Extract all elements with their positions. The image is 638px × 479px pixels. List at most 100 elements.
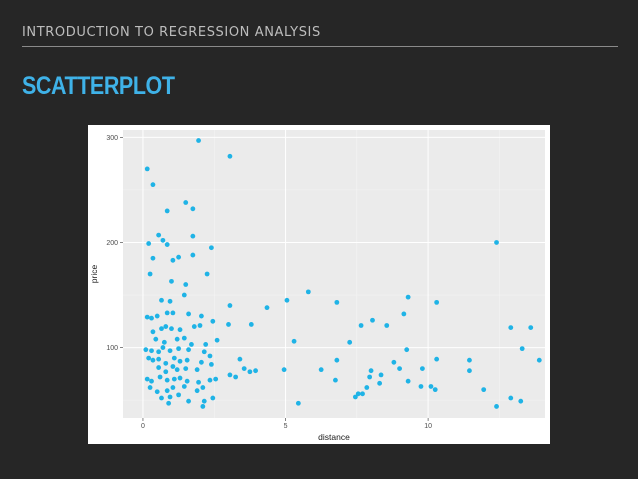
data-point — [405, 294, 411, 300]
data-point — [167, 348, 173, 354]
data-point — [226, 322, 231, 327]
data-point — [150, 329, 156, 335]
data-point — [164, 310, 170, 316]
data-point — [149, 348, 154, 354]
data-point — [183, 282, 189, 287]
data-point — [170, 385, 176, 390]
data-point — [164, 377, 170, 383]
data-point — [467, 357, 472, 363]
data-point — [149, 315, 154, 321]
data-point — [360, 391, 365, 397]
data-point — [419, 366, 425, 371]
data-point — [167, 394, 173, 400]
data-point — [146, 241, 152, 246]
data-point — [177, 358, 183, 364]
data-point — [183, 366, 189, 371]
data-point — [164, 242, 170, 247]
data-point — [241, 366, 247, 371]
data-point — [156, 356, 162, 362]
axis-ticks: 0 5 10 100 200 300 — [106, 135, 432, 430]
header-divider — [22, 46, 618, 47]
data-point — [481, 387, 487, 393]
data-point — [213, 376, 219, 382]
data-point — [146, 355, 152, 361]
data-point — [170, 257, 176, 263]
data-point — [181, 292, 187, 298]
data-point — [291, 338, 297, 344]
data-point — [237, 356, 243, 362]
x-tick-label: 0 — [141, 423, 145, 430]
data-point — [364, 385, 370, 390]
data-point — [405, 378, 411, 384]
data-point — [508, 325, 514, 331]
data-point — [391, 359, 397, 365]
data-point — [201, 398, 207, 404]
data-point — [207, 377, 213, 383]
data-point — [214, 337, 220, 343]
data-point — [248, 322, 254, 327]
data-point — [176, 346, 182, 352]
chart-svg: 0 5 10 100 200 300 distance price — [89, 130, 545, 442]
data-point — [434, 299, 440, 305]
data-point — [186, 398, 191, 404]
data-point — [247, 369, 253, 375]
data-point — [174, 367, 180, 373]
data-point — [156, 365, 162, 370]
y-tick-label: 200 — [106, 240, 118, 247]
data-point — [227, 372, 233, 378]
data-point — [174, 336, 180, 342]
data-point — [318, 367, 324, 373]
data-point — [377, 380, 383, 386]
data-point — [150, 357, 156, 363]
data-point — [508, 395, 514, 401]
data-point — [144, 314, 150, 320]
data-point — [368, 368, 374, 374]
data-point — [181, 384, 187, 389]
data-point — [164, 388, 170, 394]
data-point — [177, 327, 183, 333]
data-point — [190, 252, 196, 258]
data-point — [401, 311, 407, 317]
data-point — [519, 346, 525, 352]
data-point — [384, 323, 390, 328]
data-point — [149, 378, 154, 384]
data-point — [171, 376, 177, 382]
data-point — [177, 375, 183, 381]
data-point — [153, 336, 159, 342]
data-point — [176, 254, 182, 260]
data-point — [166, 400, 172, 406]
data-point — [194, 367, 200, 373]
data-point — [281, 367, 287, 373]
data-point — [210, 318, 216, 324]
data-point — [253, 368, 258, 374]
data-point — [156, 232, 162, 238]
data-point — [284, 297, 290, 303]
plot-panel — [123, 130, 545, 418]
data-point — [190, 233, 196, 239]
data-point — [333, 377, 338, 383]
data-point — [160, 345, 166, 350]
data-point — [432, 387, 438, 393]
data-point — [181, 335, 187, 341]
data-point — [199, 313, 204, 319]
data-point — [160, 237, 166, 243]
y-tick-label: 100 — [106, 345, 118, 352]
data-point — [418, 384, 424, 389]
data-point — [494, 404, 499, 409]
data-point — [227, 303, 233, 308]
slide-header: INTRODUCTION TO REGRESSION ANALYSIS — [22, 25, 321, 40]
data-point — [190, 206, 196, 212]
data-point — [404, 347, 410, 353]
data-point — [157, 374, 163, 380]
data-point — [334, 299, 340, 305]
data-point — [197, 323, 203, 328]
data-point — [167, 298, 173, 304]
data-point — [518, 398, 524, 404]
data-point — [176, 392, 182, 398]
data-point — [194, 388, 200, 394]
x-tick-label: 10 — [424, 423, 432, 430]
data-point — [196, 379, 201, 385]
data-point — [144, 166, 150, 172]
data-point — [397, 366, 402, 371]
data-point — [163, 360, 169, 366]
